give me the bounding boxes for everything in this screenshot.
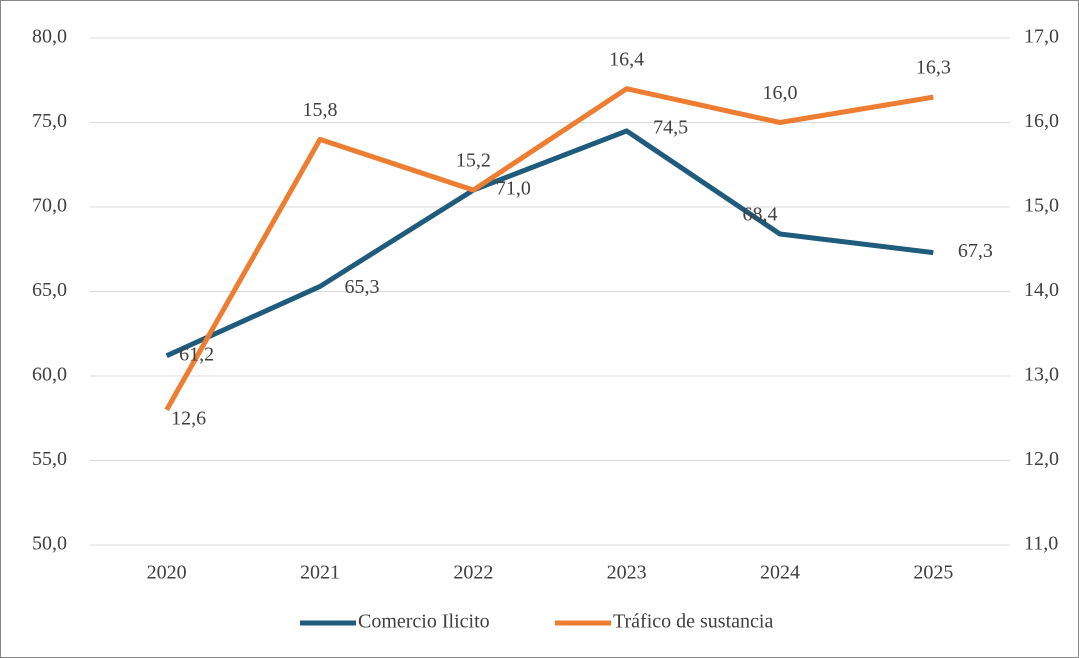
y2-tick-label: 16,0	[1024, 110, 1059, 132]
x-tick-label: 2021	[300, 562, 340, 584]
y-tick-label: 60,0	[32, 364, 67, 386]
y-tick-label: 65,0	[32, 279, 67, 301]
x-tick-label: 2022	[453, 562, 493, 584]
line	[165, 128, 934, 358]
data-label: 68,4	[743, 204, 778, 226]
y-tick-label: 55,0	[32, 448, 67, 470]
y2-tick-label: 11,0	[1024, 533, 1058, 555]
y2-tick-label: 15,0	[1024, 195, 1059, 217]
data-label: 71,0	[496, 178, 531, 200]
y2-tick-label: 14,0	[1024, 279, 1059, 301]
line	[164, 86, 934, 412]
data-label: 12,6	[171, 407, 206, 429]
x-tick-label: 2023	[607, 562, 647, 584]
y-tick-label: 70,0	[32, 195, 67, 217]
data-label: 15,2	[456, 150, 491, 172]
legend-label: Comercio Ilicito	[358, 611, 490, 633]
data-label: 67,3	[958, 240, 993, 262]
data-label: 65,3	[345, 276, 380, 298]
y-tick-label: 80,0	[32, 26, 67, 48]
y2-tick-label: 17,0	[1024, 26, 1059, 48]
x-tick-label: 2024	[760, 562, 800, 584]
data-label: 74,5	[653, 117, 688, 139]
y-tick-label: 50,0	[32, 533, 67, 555]
data-label: 16,0	[763, 82, 798, 104]
y2-tick-label: 13,0	[1024, 364, 1059, 386]
x-tick-label: 2020	[147, 562, 187, 584]
data-label: 16,3	[916, 57, 951, 79]
data-label: 61,2	[179, 343, 214, 365]
x-tick-label: 2025	[913, 562, 953, 584]
legend-label: Tráfico de sustancia	[613, 611, 773, 633]
data-label: 16,4	[609, 48, 644, 70]
data-label: 15,8	[303, 99, 338, 121]
y2-tick-label: 12,0	[1024, 448, 1059, 470]
y-tick-label: 75,0	[32, 110, 67, 132]
